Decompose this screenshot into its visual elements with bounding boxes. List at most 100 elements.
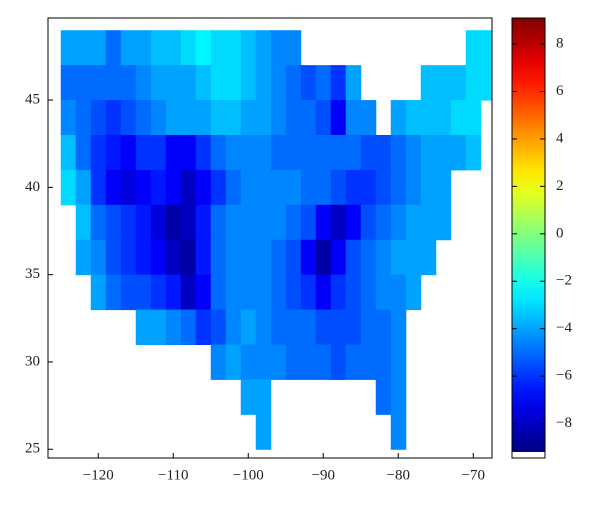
heatmap-cell bbox=[375, 169, 392, 206]
heatmap-cell bbox=[180, 65, 197, 101]
heatmap-cell bbox=[270, 204, 287, 241]
heatmap-cell bbox=[360, 100, 377, 136]
heatmap-cell bbox=[405, 134, 422, 171]
heatmap-cell bbox=[90, 65, 107, 101]
heatmap-cell bbox=[225, 309, 242, 346]
heatmap-cell bbox=[285, 274, 302, 311]
heatmap-cell bbox=[135, 65, 152, 101]
heatmap-cell bbox=[315, 309, 332, 346]
plot-frame bbox=[47, 17, 493, 459]
heatmap-cell bbox=[75, 169, 92, 206]
heatmap-cell bbox=[105, 169, 122, 206]
heatmap-cell bbox=[240, 169, 257, 206]
heatmap-cell bbox=[135, 134, 152, 171]
heatmap-cell bbox=[75, 30, 92, 66]
heatmap-cell bbox=[225, 274, 242, 311]
heatmap-cell bbox=[480, 65, 492, 101]
heatmap-cell bbox=[240, 30, 257, 66]
heatmap-cell bbox=[315, 134, 332, 171]
heatmap-cell bbox=[330, 344, 347, 380]
heatmap-cell bbox=[90, 204, 107, 241]
heatmap-cell bbox=[375, 204, 392, 241]
heatmap-cell bbox=[225, 169, 242, 206]
colorbar-tick-label: 4 bbox=[556, 130, 564, 146]
heatmap-cell bbox=[120, 204, 137, 241]
heatmap-cell bbox=[255, 239, 272, 276]
heatmap-cell bbox=[330, 204, 347, 241]
heatmap-cell bbox=[225, 100, 242, 136]
heatmap-cell bbox=[195, 134, 212, 171]
colorbar-tick-label: 8 bbox=[556, 36, 564, 52]
heatmap-cell bbox=[285, 344, 302, 380]
heatmap-cell bbox=[120, 65, 137, 101]
x-tick-label: −70 bbox=[462, 467, 485, 483]
heatmap-cells bbox=[60, 30, 492, 450]
heatmap-cell bbox=[90, 169, 107, 206]
heatmap-cell bbox=[300, 134, 317, 171]
heatmap-cell bbox=[390, 134, 407, 171]
heatmap-cell bbox=[135, 100, 152, 136]
heatmap-cell bbox=[165, 239, 182, 276]
heatmap-cell bbox=[450, 65, 467, 101]
heatmap-cell bbox=[270, 239, 287, 276]
heatmap-cell bbox=[75, 204, 92, 241]
heatmap-cell bbox=[435, 204, 452, 241]
colorbar-tick-label: −4 bbox=[556, 320, 572, 336]
heatmap-cell bbox=[180, 239, 197, 276]
y-tick-label: 45 bbox=[25, 92, 40, 108]
heatmap-cell bbox=[420, 204, 437, 241]
heatmap-cell bbox=[150, 274, 167, 311]
heatmap-cell bbox=[210, 30, 227, 66]
heatmap-cell bbox=[165, 204, 182, 241]
heatmap-cell bbox=[105, 65, 122, 101]
heatmap-cell bbox=[240, 309, 257, 346]
heatmap-cell bbox=[120, 274, 137, 311]
heatmap-cell bbox=[375, 134, 392, 171]
heatmap-cell bbox=[255, 204, 272, 241]
heatmap-cell bbox=[195, 169, 212, 206]
heatmap-cell bbox=[90, 274, 107, 311]
heatmap-cell bbox=[345, 239, 362, 276]
heatmap-cell bbox=[150, 204, 167, 241]
heatmap-cell bbox=[345, 134, 362, 171]
heatmap-cell bbox=[360, 169, 377, 206]
colorbar-frame bbox=[511, 17, 546, 459]
heatmap-cell bbox=[150, 134, 167, 171]
heatmap-cell bbox=[60, 100, 77, 136]
heatmap-cell bbox=[105, 239, 122, 276]
heatmap-cell bbox=[105, 274, 122, 311]
heatmap-cell bbox=[390, 204, 407, 241]
heatmap-cell bbox=[180, 100, 197, 136]
heatmap-cell bbox=[315, 344, 332, 380]
heatmap-cell bbox=[390, 100, 407, 136]
heatmap-cell bbox=[300, 239, 317, 276]
heatmap-cell bbox=[270, 65, 287, 101]
heatmap-cell bbox=[375, 274, 392, 311]
heatmap-cell bbox=[465, 30, 482, 66]
heatmap-cell bbox=[300, 309, 317, 346]
heatmap-cell bbox=[135, 274, 152, 311]
heatmap-cell bbox=[165, 65, 182, 101]
heatmap-cell bbox=[285, 65, 302, 101]
heatmap-cell bbox=[165, 169, 182, 206]
heatmap-cell bbox=[225, 344, 242, 380]
colorbar-tick-label: −6 bbox=[556, 368, 572, 384]
heatmap-cell bbox=[210, 204, 227, 241]
heatmap-cell bbox=[120, 134, 137, 171]
heatmap-cell bbox=[90, 239, 107, 276]
heatmap-cell bbox=[360, 204, 377, 241]
colorbar-tick-label: −8 bbox=[556, 415, 572, 431]
heatmap-cell bbox=[315, 204, 332, 241]
heatmap-cell bbox=[345, 344, 362, 380]
heatmap-cell bbox=[120, 169, 137, 206]
heatmap-cell bbox=[255, 30, 272, 66]
heatmap-cell bbox=[300, 344, 317, 380]
colorbar-tick-label: 2 bbox=[556, 178, 564, 194]
heatmap-cell bbox=[210, 309, 227, 346]
heatmap-cell bbox=[420, 239, 437, 276]
heatmap-cell bbox=[195, 239, 212, 276]
heatmap-cell bbox=[150, 309, 167, 346]
heatmap-cell bbox=[420, 100, 437, 136]
heatmap-cell bbox=[165, 309, 182, 346]
